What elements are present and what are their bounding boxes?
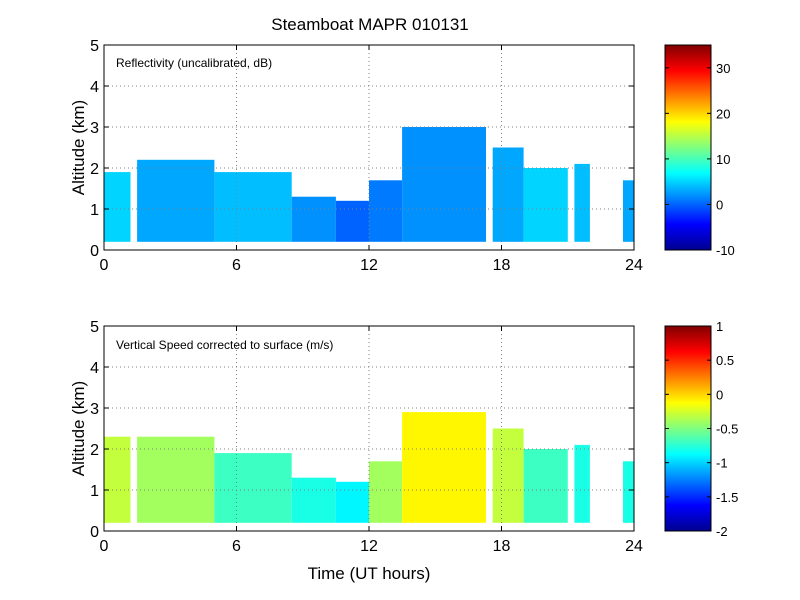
reflectivity-segment-6 [369,180,403,242]
reflectivity-y-tick-label: 2 [90,161,99,178]
vertical-speed-segment-6 [369,461,403,523]
x-axis-label: Time (UT hours) [308,564,431,583]
vertical-speed-grid [104,326,634,531]
reflectivity-segment-12 [574,163,590,242]
reflectivity-colorbar-tick-label: 10 [716,152,730,167]
vertical-speed-colorbar [665,326,711,531]
reflectivity-colorbar-tick-label: 20 [716,106,730,121]
vertical-speed-x-tick-label: 6 [232,538,241,555]
vertical-speed-colorbar-tick-label: 0 [716,387,723,402]
reflectivity-segment-9 [492,147,524,242]
reflectivity-segment-7 [402,127,486,242]
reflectivity-panel-label: Reflectivity (uncalibrated, dB) [116,56,272,70]
reflectivity-x-tick-label: 6 [232,257,241,274]
reflectivity-x-tick-label: 0 [100,257,109,274]
reflectivity-colorbar-frame [664,44,712,251]
reflectivity-y-tick-label: 3 [90,120,99,137]
reflectivity-segment-3 [214,172,292,242]
vertical-speed-heatmap [104,412,634,523]
reflectivity-segment-5 [335,200,369,242]
vertical-speed-y-tick-label: 0 [90,524,99,541]
vertical-speed-segment-4 [291,477,336,523]
vertical-speed-x-ticks: 0 6 12 18 24 [100,326,643,555]
reflectivity-segment-4 [291,196,336,242]
vertical-speed-colorbar-tick-label: 1 [716,319,723,334]
reflectivity-colorbar [665,45,711,250]
vertical-speed-segment-5 [335,481,369,523]
reflectivity-x-tick-label: 24 [625,257,643,274]
figure-title: Steamboat MAPR 010131 [271,15,469,34]
vertical-speed-x-tick-label: 0 [100,538,109,555]
vertical-speed-colorbar-ticks: -2 -1.5 -1 -0.5 0 0.5 1 [665,319,738,539]
reflectivity-colorbar-ticks: -10 0 10 20 30 [665,61,735,258]
vertical-speed-colorbar-tick-label: -0.5 [716,422,738,437]
vertical-speed-segment-14 [623,461,634,523]
vertical-speed-segment-3 [214,453,292,523]
reflectivity-y-tick-label: 5 [90,38,99,55]
vertical-speed-x-tick-label: 18 [493,538,511,555]
reflectivity-colorbar-tick-label: 30 [716,61,730,76]
vertical-speed-segment-12 [574,444,590,523]
reflectivity-y-axis-label: Altitude (km) [69,100,88,195]
vertical-speed-y-tick-label: 3 [90,401,99,418]
vertical-speed-colorbar-tick-label: -1.5 [716,490,738,505]
reflectivity-segment-10 [523,168,568,242]
reflectivity-x-ticks: 0 6 12 18 24 [100,45,643,274]
reflectivity-x-tick-label: 12 [360,257,378,274]
reflectivity-colorbar-tick-label: 0 [716,197,723,212]
reflectivity-x-tick-label: 18 [493,257,511,274]
vertical-speed-panel-label: Vertical Speed corrected to surface (m/s… [116,338,333,352]
reflectivity-heatmap [104,127,634,242]
vertical-speed-colorbar-tick-label: -1 [716,456,728,471]
vertical-speed-y-ticks: 0 1 2 3 4 5 [90,319,634,541]
vertical-speed-colorbar-tick-label: 0.5 [716,353,734,368]
vertical-speed-y-tick-label: 5 [90,319,99,336]
vertical-speed-segment-2 [137,436,215,523]
reflectivity-segment-2 [137,159,215,242]
vertical-speed-y-axis-label: Altitude (km) [69,381,88,476]
vertical-speed-y-tick-label: 1 [90,483,99,500]
vertical-speed-x-tick-label: 24 [625,538,643,555]
reflectivity-grid [104,45,634,250]
vertical-speed-segment-0 [104,436,131,523]
reflectivity-y-ticks: 0 1 2 3 4 5 [90,38,634,260]
vertical-speed-segment-7 [402,412,486,523]
reflectivity-segment-0 [104,172,131,242]
reflectivity-y-tick-label: 1 [90,202,99,219]
reflectivity-colorbar-tick-label: -10 [716,243,735,258]
vertical-speed-colorbar-tick-label: -2 [716,524,728,539]
vertical-speed-y-tick-label: 4 [90,360,99,377]
reflectivity-y-tick-label: 0 [90,243,99,260]
vertical-speed-segment-10 [523,449,568,523]
vertical-speed-y-tick-label: 2 [90,442,99,459]
vertical-speed-x-tick-label: 12 [360,538,378,555]
reflectivity-y-tick-label: 4 [90,79,99,96]
vertical-speed-segment-9 [492,428,524,523]
reflectivity-segment-14 [623,180,634,242]
